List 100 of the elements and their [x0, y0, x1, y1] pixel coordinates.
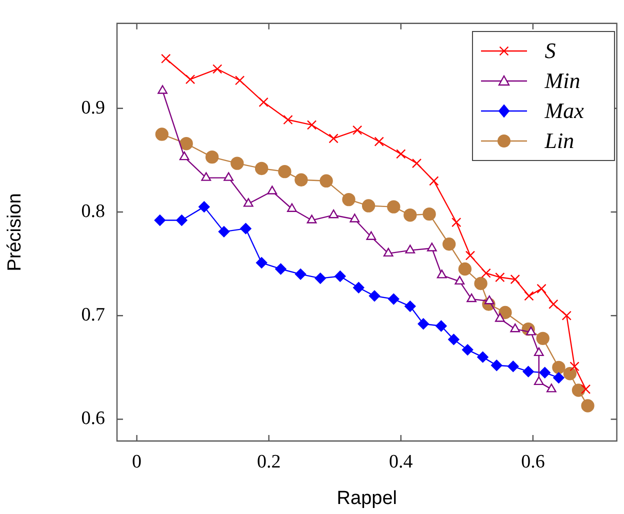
point	[154, 214, 166, 226]
point	[180, 137, 193, 150]
point	[563, 367, 577, 380]
point	[442, 238, 456, 251]
point	[350, 214, 360, 222]
legend-label: Lin	[544, 128, 574, 154]
legend-label: S	[544, 38, 556, 64]
point	[267, 186, 278, 194]
point	[581, 399, 594, 412]
point	[562, 310, 572, 320]
point	[234, 76, 245, 86]
point	[352, 125, 362, 135]
point	[240, 222, 252, 234]
point	[320, 174, 333, 188]
point	[198, 201, 210, 212]
point	[362, 199, 376, 212]
point	[427, 242, 437, 252]
point	[158, 85, 168, 94]
point	[396, 149, 406, 159]
point	[429, 176, 439, 186]
point	[161, 54, 171, 64]
point	[474, 276, 488, 290]
point	[536, 284, 546, 294]
point	[201, 172, 212, 181]
x-tick-label: 0.4	[389, 451, 414, 472]
point	[294, 268, 306, 280]
point	[510, 274, 520, 284]
point	[404, 300, 416, 312]
point	[422, 207, 436, 221]
point	[418, 318, 429, 330]
point	[436, 320, 447, 332]
point	[374, 136, 384, 146]
legend-label: Max	[544, 98, 584, 124]
point	[536, 332, 550, 346]
x-tick-label: 0.6	[521, 451, 545, 472]
y-tick-label: 0.7	[81, 304, 105, 326]
point	[218, 226, 230, 238]
point	[405, 244, 416, 254]
point	[477, 351, 488, 363]
y-tick-label: 0.6	[81, 408, 105, 430]
point	[510, 323, 520, 332]
point	[534, 376, 544, 386]
point	[524, 291, 534, 301]
point	[205, 150, 219, 164]
point	[275, 263, 286, 275]
point	[539, 367, 550, 378]
point	[328, 134, 338, 144]
point	[484, 296, 494, 304]
point	[454, 276, 465, 285]
point	[436, 270, 447, 278]
point	[388, 293, 400, 305]
point	[306, 120, 317, 130]
x-axis-title: Rappel	[336, 488, 398, 509]
y-axis-title: Précision	[4, 193, 26, 272]
point	[230, 156, 244, 170]
point	[353, 282, 364, 294]
point	[548, 299, 558, 310]
point	[328, 210, 338, 218]
y-tick-label: 0.9	[81, 97, 105, 118]
point	[287, 203, 297, 212]
point	[452, 218, 462, 228]
point	[368, 290, 380, 302]
point	[258, 97, 268, 107]
point	[294, 173, 308, 186]
point	[342, 192, 356, 206]
point	[412, 158, 422, 168]
point	[404, 208, 417, 222]
x-tick-label: 0	[132, 451, 142, 472]
point	[243, 198, 254, 207]
point	[179, 151, 190, 160]
point	[314, 272, 326, 284]
point	[383, 248, 394, 257]
x-tick-label: 0.2	[256, 451, 281, 472]
point	[552, 360, 566, 374]
point	[176, 214, 188, 226]
point	[185, 74, 196, 84]
point	[522, 366, 534, 378]
point	[334, 270, 346, 282]
point	[155, 128, 168, 141]
y-tick-label: 0.8	[81, 200, 105, 222]
point	[465, 250, 476, 260]
point	[283, 114, 293, 125]
point	[306, 214, 317, 224]
point	[553, 372, 564, 384]
point	[495, 272, 505, 282]
point	[466, 293, 476, 302]
point	[546, 384, 556, 392]
legend-label: Min	[544, 68, 580, 94]
point	[212, 64, 222, 74]
point	[224, 172, 234, 181]
point	[498, 306, 512, 320]
point	[256, 257, 268, 268]
point	[580, 384, 591, 394]
point	[495, 313, 505, 322]
point	[491, 360, 502, 371]
point	[448, 334, 460, 346]
point	[572, 384, 586, 397]
point	[278, 164, 292, 178]
point	[570, 362, 580, 372]
point	[462, 344, 474, 356]
